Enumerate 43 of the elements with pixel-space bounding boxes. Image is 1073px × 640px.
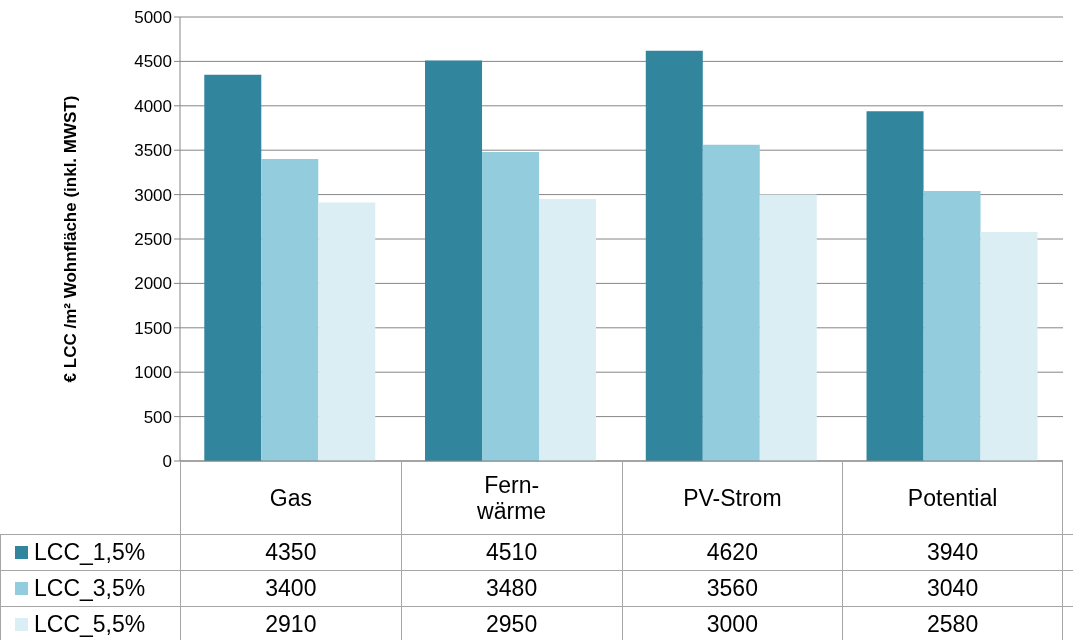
bar bbox=[645, 50, 703, 461]
data-label: 3560 bbox=[621, 571, 843, 606]
y-tick-label: 3500 bbox=[134, 141, 172, 161]
data-label: 3940 bbox=[842, 535, 1063, 570]
data-label: 2950 bbox=[400, 607, 622, 640]
bar bbox=[261, 159, 319, 461]
data-label: 4620 bbox=[621, 535, 843, 570]
data-label: 3040 bbox=[842, 571, 1063, 606]
y-tick-label: 4000 bbox=[134, 96, 172, 116]
bar bbox=[923, 191, 981, 461]
y-axis-title: € LCC /m² Wohnfläche (inkl. MWST) bbox=[61, 95, 81, 383]
y-tick-label: 1500 bbox=[134, 318, 172, 338]
bar bbox=[980, 231, 1038, 461]
x-tick-label: Fern- wärme bbox=[476, 472, 548, 524]
y-tick-label: 2000 bbox=[134, 274, 172, 294]
x-tick-label: PV-Strom bbox=[682, 485, 783, 511]
y-tick-label: 500 bbox=[143, 407, 172, 427]
data-label: 3000 bbox=[621, 607, 843, 640]
data-label: 2580 bbox=[842, 607, 1063, 640]
y-tick-label: 3000 bbox=[134, 185, 172, 205]
bar bbox=[482, 151, 540, 461]
x-tick-label: Potential bbox=[906, 485, 999, 511]
y-tick-label: 0 bbox=[162, 452, 172, 472]
bar bbox=[318, 202, 376, 461]
legend-label: LCC_3,5% bbox=[34, 575, 146, 602]
y-tick-label: 2500 bbox=[134, 230, 172, 250]
y-tick-label: 5000 bbox=[134, 8, 172, 28]
legend-label: LCC_5,5% bbox=[34, 611, 146, 638]
bar bbox=[204, 74, 262, 461]
y-tick-label: 4500 bbox=[134, 52, 172, 72]
bar bbox=[702, 144, 760, 461]
data-label: 3400 bbox=[180, 571, 401, 606]
data-label: 2910 bbox=[180, 607, 401, 640]
data-label: 4350 bbox=[180, 535, 401, 570]
y-tick-label: 1000 bbox=[134, 363, 172, 383]
legend-label: LCC_1,5% bbox=[34, 539, 146, 566]
bar bbox=[425, 60, 483, 461]
bar bbox=[539, 199, 597, 461]
x-tick-label: Gas bbox=[268, 485, 313, 511]
data-label: 4510 bbox=[400, 535, 622, 570]
data-label: 3480 bbox=[400, 571, 622, 606]
bar bbox=[866, 111, 924, 461]
bar bbox=[759, 194, 817, 461]
